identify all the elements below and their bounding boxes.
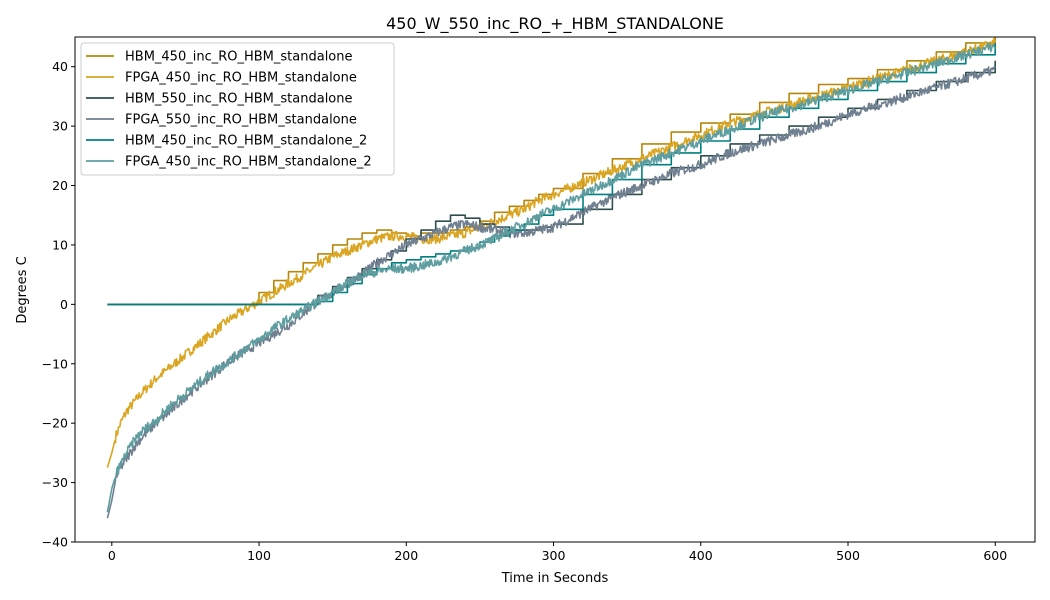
y-tick-label: −10	[42, 356, 68, 371]
x-tick-label: 400	[689, 548, 713, 563]
axes-layer	[74, 36, 1036, 543]
x-tick-label: 600	[983, 548, 1007, 563]
ticks-layer: 0 100 200 300 400 500 600 −40 −30 −20 −10 0 10 20 30 40	[42, 59, 1008, 563]
x-axis-label: Time in Seconds	[501, 571, 609, 586]
legend-entry: HBM_450_inc_RO_HBM_standalone	[125, 50, 353, 65]
series-line-1	[107, 37, 996, 306]
legend-entry: FPGA_450_inc_RO_HBM_standalone_2	[125, 155, 372, 170]
legend-entry: FPGA_550_inc_RO_HBM_standalone	[125, 113, 357, 128]
series-layer	[106, 37, 996, 519]
legend-entry: HBM_450_inc_RO_HBM_standalone_2	[125, 134, 367, 149]
legend-box	[80, 42, 395, 176]
y-tick-label: 40	[52, 59, 68, 74]
y-tick-label: −40	[42, 535, 68, 550]
y-tick-label: 0	[60, 297, 68, 312]
x-tick-label: 300	[542, 548, 566, 563]
x-tick-label: 500	[836, 548, 860, 563]
y-tick-label: −30	[42, 475, 68, 490]
series-line-6	[106, 42, 996, 513]
plot-frame	[74, 36, 1036, 543]
x-tick-label: 0	[108, 548, 116, 563]
legend-entry: HBM_550_inc_RO_HBM_standalone	[125, 92, 353, 107]
x-tick-label: 200	[394, 548, 418, 563]
chart-title: 450_W_550_inc_RO_+_HBM_STANDALONE	[386, 14, 724, 34]
legend-entry: FPGA_450_inc_RO_HBM_standalone	[125, 71, 357, 86]
y-tick-label: 30	[52, 119, 68, 134]
y-axis-label: Degrees C	[15, 256, 30, 323]
y-tick-label: 10	[52, 237, 68, 252]
y-tick-label: −20	[42, 416, 68, 431]
series-line-2	[106, 38, 996, 468]
x-tick-label: 100	[247, 548, 271, 563]
legend: HBM_450_inc_RO_HBM_standalone FPGA_450_in…	[80, 42, 395, 176]
y-tick-label: 20	[52, 178, 68, 193]
